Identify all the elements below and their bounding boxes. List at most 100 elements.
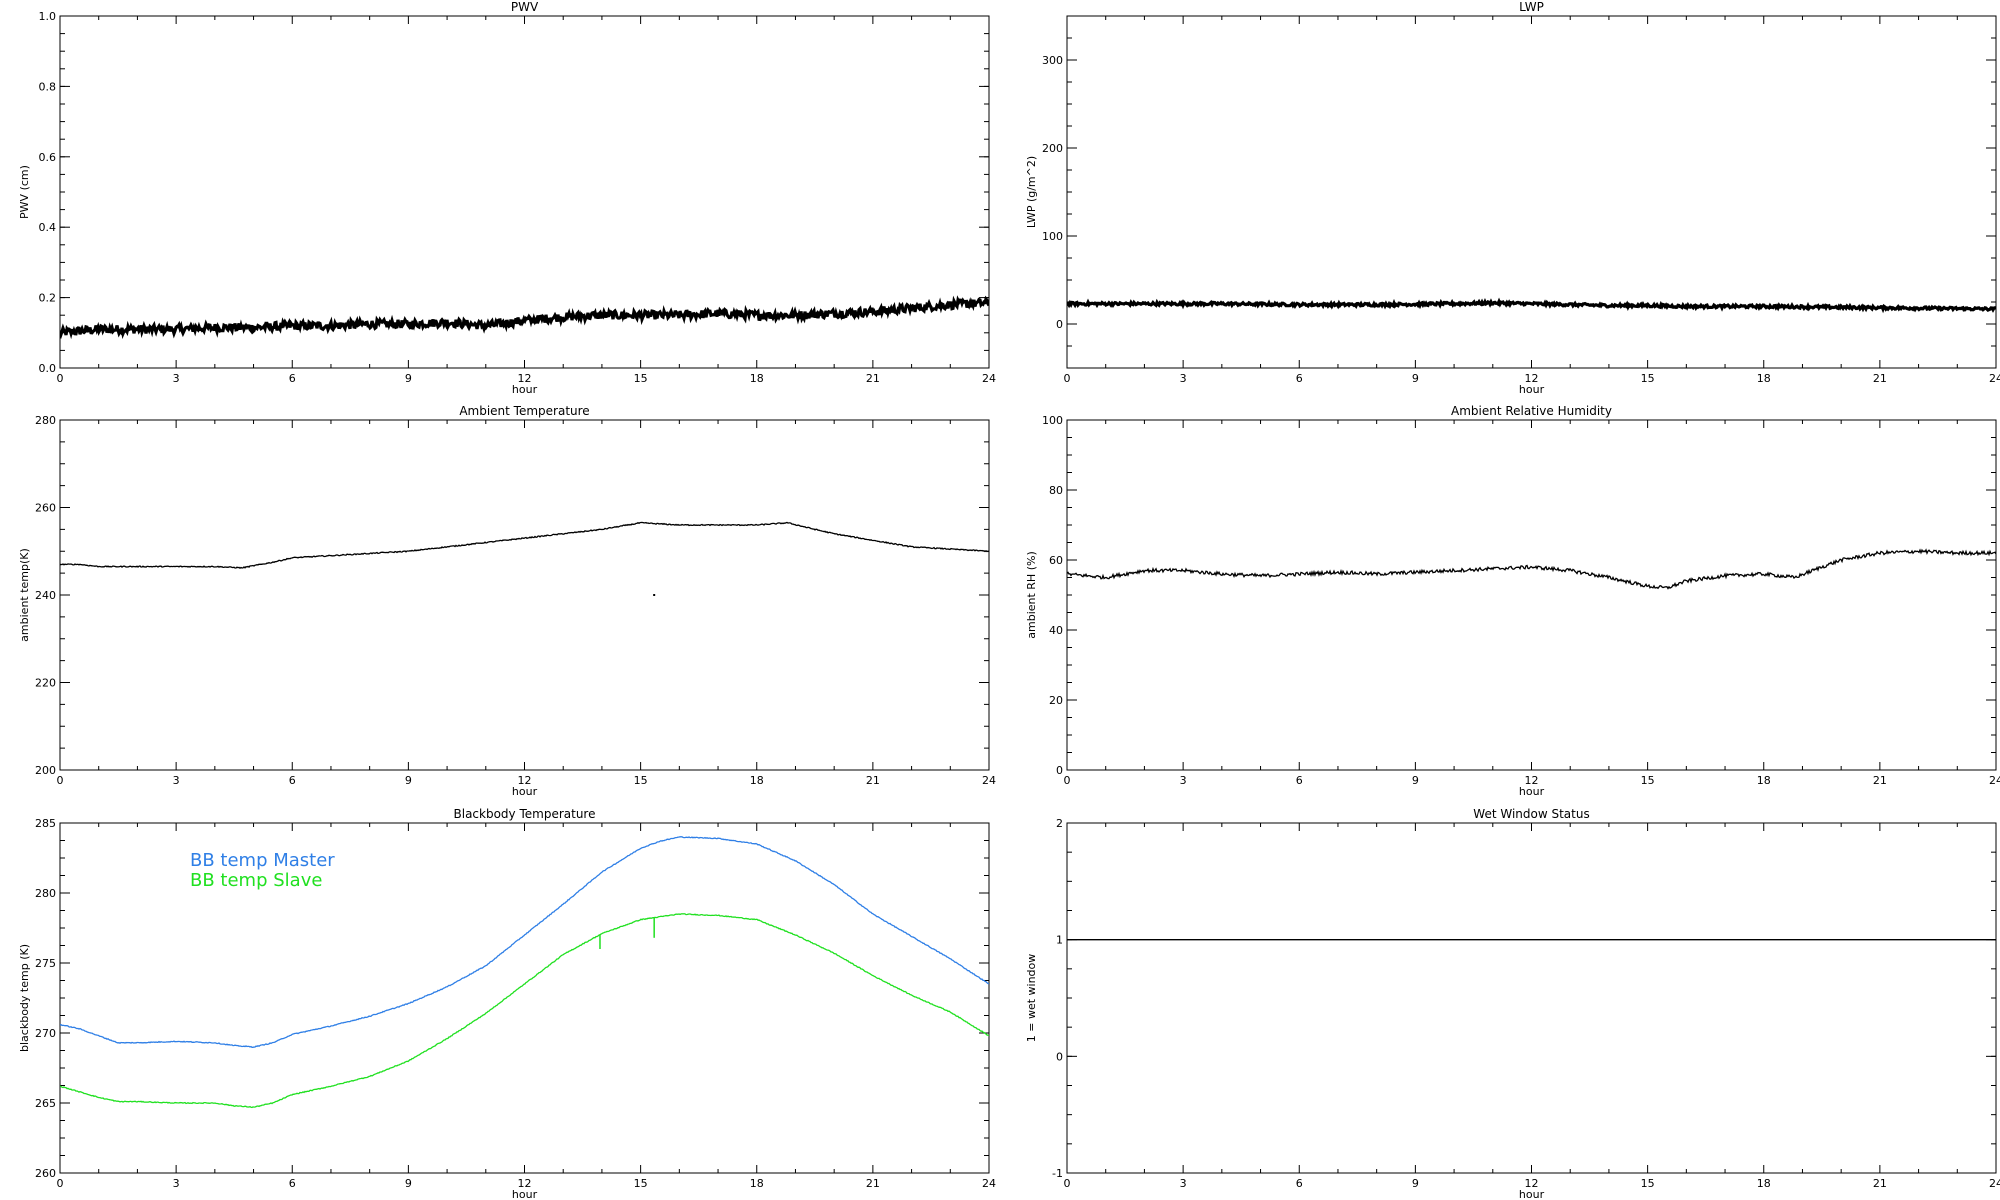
x-tick-label: 24 bbox=[982, 774, 996, 787]
x-tick-label: 15 bbox=[1641, 1177, 1655, 1190]
chart-title: LWP bbox=[1519, 0, 1544, 14]
y-tick-label: 0.4 bbox=[39, 221, 57, 234]
series-line-0 bbox=[60, 836, 989, 1048]
y-tick-label: 280 bbox=[35, 414, 56, 427]
y-tick-label: 0 bbox=[1056, 764, 1063, 777]
chart-panel-lwp: 0 3 6 9 12 15 18 21 24 0 100 200 300 LWP hour LWP (g/m^… bbox=[1025, 0, 2000, 396]
x-tick-label: 18 bbox=[750, 1177, 764, 1190]
x-axis-label: hour bbox=[1519, 383, 1545, 396]
x-tick-label: 18 bbox=[1757, 372, 1771, 385]
x-axis-label: hour bbox=[512, 383, 538, 396]
y-tick-label: 2 bbox=[1056, 817, 1063, 830]
chart-title: Ambient Relative Humidity bbox=[1451, 404, 1612, 418]
x-tick-label: 24 bbox=[1989, 774, 2000, 787]
x-tick-label: 21 bbox=[866, 774, 880, 787]
x-axis-label: hour bbox=[512, 785, 538, 798]
y-tick-label: 200 bbox=[1042, 142, 1063, 155]
plot-frame bbox=[1066, 822, 1997, 1174]
x-tick-label: 24 bbox=[982, 372, 996, 385]
y-tick-label: 260 bbox=[35, 1167, 56, 1180]
chart-title: Wet Window Status bbox=[1473, 807, 1589, 821]
y-axis-label: PWV (cm) bbox=[18, 165, 31, 219]
y-tick-label: 300 bbox=[1042, 54, 1063, 67]
y-tick-label: 200 bbox=[35, 764, 56, 777]
x-tick-label: 9 bbox=[405, 1177, 412, 1190]
chart-title: PWV bbox=[511, 0, 539, 14]
x-tick-label: 3 bbox=[1180, 774, 1187, 787]
y-tick-label: 265 bbox=[35, 1097, 56, 1110]
y-axis-label: LWP (g/m^2) bbox=[1025, 156, 1038, 228]
x-axis-label: hour bbox=[1519, 1188, 1545, 1200]
x-tick-label: 15 bbox=[634, 372, 648, 385]
x-tick-label: 3 bbox=[1180, 372, 1187, 385]
y-tick-label: 100 bbox=[1042, 230, 1063, 243]
x-tick-label: 6 bbox=[1296, 774, 1303, 787]
y-tick-label: 0.6 bbox=[39, 151, 57, 164]
x-tick-label: 21 bbox=[1873, 774, 1887, 787]
y-tick-label: 240 bbox=[35, 589, 56, 602]
y-tick-label: 270 bbox=[35, 1027, 56, 1040]
x-tick-label: 21 bbox=[1873, 372, 1887, 385]
series-line-1 bbox=[60, 913, 989, 1109]
y-tick-label: 0 bbox=[1056, 318, 1063, 331]
x-tick-label: 6 bbox=[1296, 1177, 1303, 1190]
x-tick-label: 12 bbox=[518, 1177, 532, 1190]
x-tick-label: 15 bbox=[634, 774, 648, 787]
x-tick-label: 6 bbox=[289, 1177, 296, 1190]
y-tick-label: 1.0 bbox=[39, 10, 57, 23]
plot-frame bbox=[59, 15, 990, 369]
y-tick-label: 100 bbox=[1042, 414, 1063, 427]
x-tick-label: 3 bbox=[173, 372, 180, 385]
plot-frame bbox=[1066, 419, 1997, 771]
x-tick-label: 0 bbox=[57, 1177, 64, 1190]
x-tick-label: 0 bbox=[57, 372, 64, 385]
x-tick-label: 24 bbox=[1989, 1177, 2000, 1190]
y-tick-label: 20 bbox=[1049, 694, 1063, 707]
outlier-point bbox=[653, 594, 656, 596]
chart-panel-blackbody-temp: 0 3 6 9 12 15 18 21 24 260 265 270 275 280 285 Blackbod… bbox=[18, 807, 996, 1200]
series-line-0 bbox=[1067, 548, 1996, 590]
x-axis-label: hour bbox=[512, 1188, 538, 1200]
legend-entry: BB temp Slave bbox=[190, 870, 322, 891]
y-tick-label: 260 bbox=[35, 502, 56, 515]
y-tick-label: 0 bbox=[1056, 1050, 1063, 1063]
chart-panel-pwv: 0 3 6 9 12 15 18 21 24 0.0 0.2 0.4 0.6 0.8 1.0 PWV hour P… bbox=[18, 0, 996, 396]
chart-panel-ambient-temp: 0 3 6 9 12 15 18 21 24 200 220 240 260 280 Ambient Tem… bbox=[18, 404, 996, 798]
x-axis-label: hour bbox=[1519, 785, 1545, 798]
y-tick-label: 285 bbox=[35, 817, 56, 830]
series-line-0 bbox=[60, 295, 989, 340]
x-tick-label: 15 bbox=[1641, 774, 1655, 787]
x-tick-label: 18 bbox=[1757, 1177, 1771, 1190]
y-tick-label: 80 bbox=[1049, 484, 1063, 497]
chart-title: Ambient Temperature bbox=[459, 404, 589, 418]
x-tick-label: 18 bbox=[750, 372, 764, 385]
chart-panel-ambient-rh: 0 3 6 9 12 15 18 21 24 0 20 40 60 80 100 Ambient Relati… bbox=[1025, 404, 2000, 798]
y-tick-label: 60 bbox=[1049, 554, 1063, 567]
x-tick-label: 12 bbox=[1525, 1177, 1539, 1190]
plot-frame bbox=[1066, 15, 1997, 369]
x-tick-label: 9 bbox=[405, 774, 412, 787]
x-tick-label: 24 bbox=[1989, 372, 2000, 385]
x-tick-label: 18 bbox=[750, 774, 764, 787]
y-tick-label: 280 bbox=[35, 887, 56, 900]
x-tick-label: 0 bbox=[1064, 1177, 1071, 1190]
x-tick-label: 24 bbox=[982, 1177, 996, 1190]
legend-entry: BB temp Master bbox=[190, 850, 335, 871]
x-tick-label: 0 bbox=[1064, 372, 1071, 385]
x-tick-label: 6 bbox=[1296, 372, 1303, 385]
y-tick-label: 0.2 bbox=[39, 292, 57, 305]
chart-title: Blackbody Temperature bbox=[454, 807, 596, 821]
x-tick-label: 6 bbox=[289, 372, 296, 385]
x-tick-label: 9 bbox=[1412, 774, 1419, 787]
y-axis-label: ambient RH (%) bbox=[1025, 551, 1038, 639]
y-tick-label: 1 bbox=[1056, 934, 1063, 947]
series-line-0 bbox=[60, 521, 989, 570]
y-tick-label: 0.0 bbox=[39, 362, 57, 375]
y-axis-label: ambient temp(K) bbox=[18, 548, 31, 642]
y-axis-label: blackbody temp (K) bbox=[18, 944, 31, 1052]
y-tick-label: -1 bbox=[1052, 1167, 1063, 1180]
x-tick-label: 18 bbox=[1757, 774, 1771, 787]
x-tick-label: 21 bbox=[866, 1177, 880, 1190]
